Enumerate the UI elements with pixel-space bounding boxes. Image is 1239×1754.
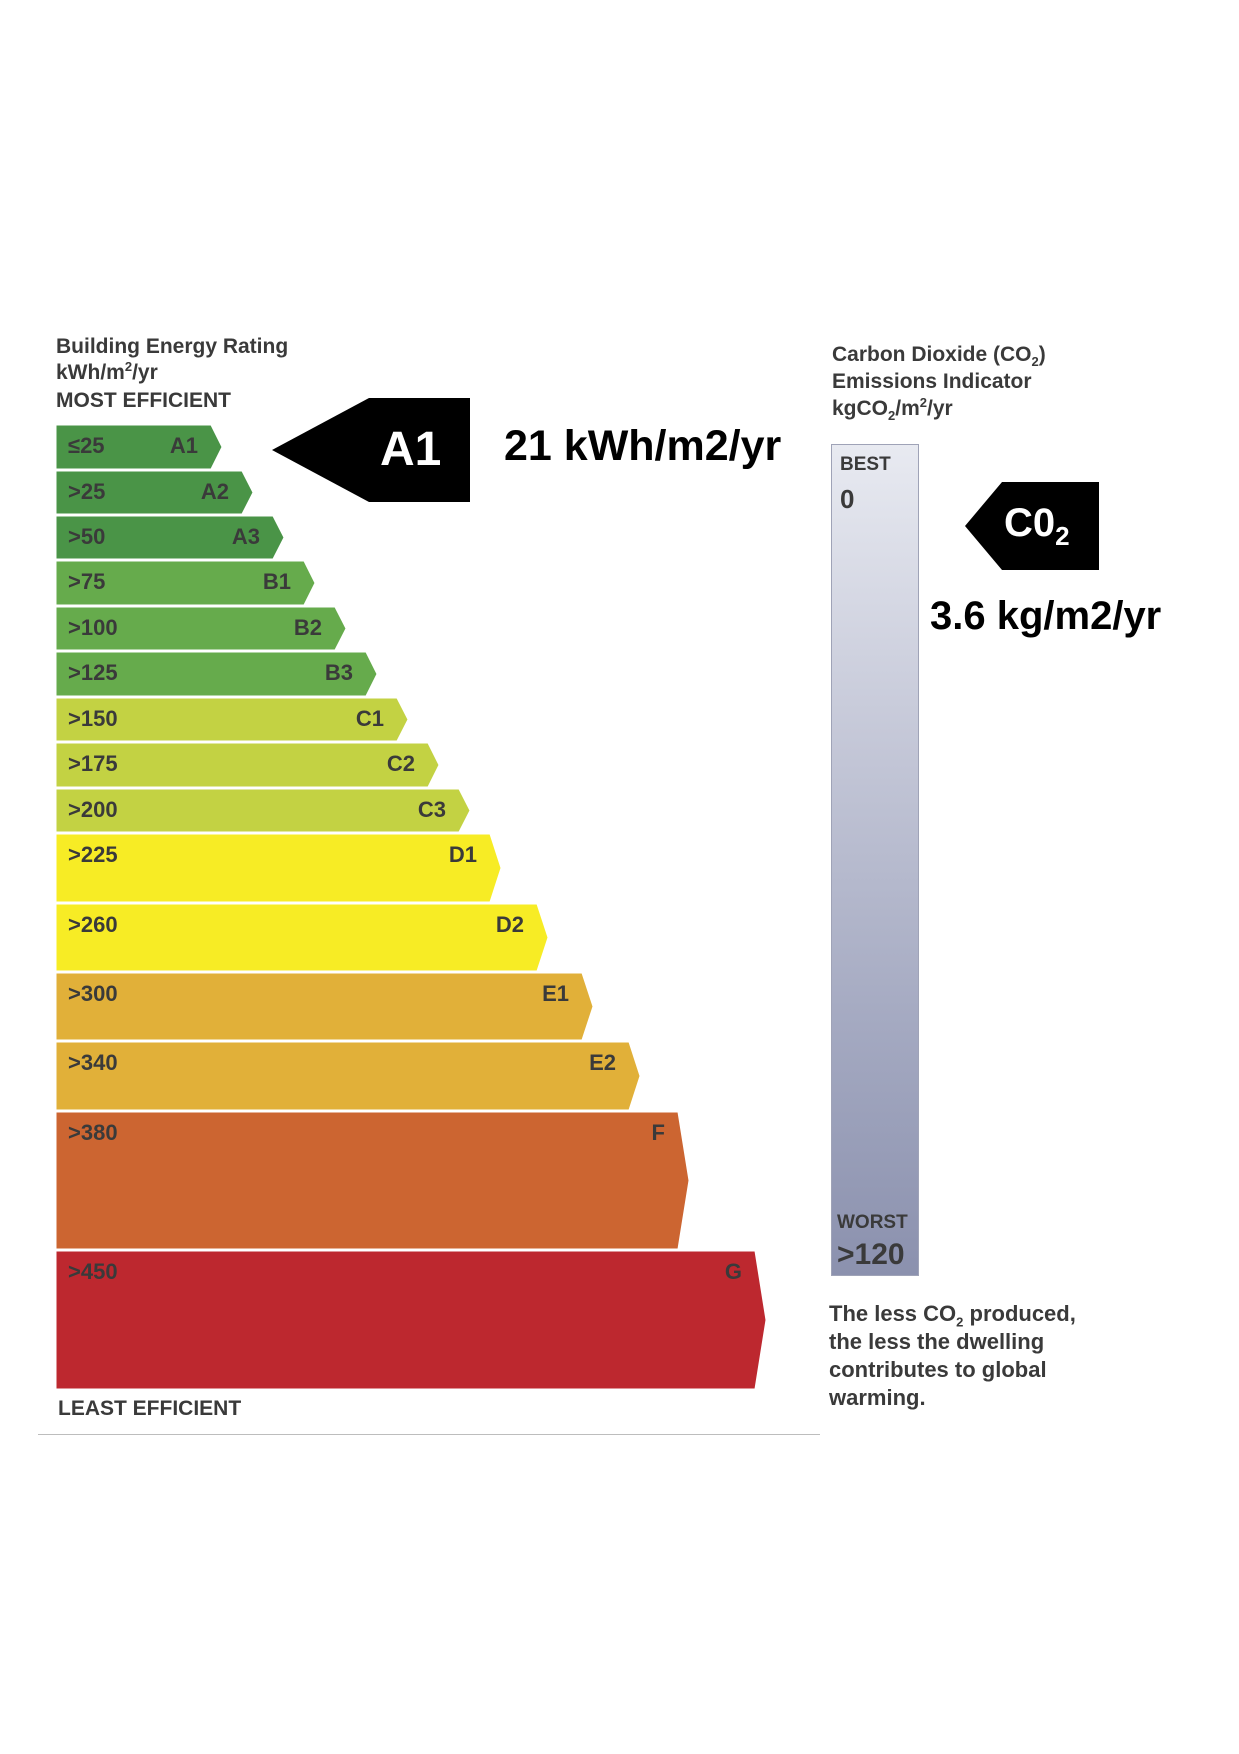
least-efficient-label: LEAST EFFICIENT <box>58 1397 242 1420</box>
band-rating-label: C2 <box>387 751 415 776</box>
band-threshold-label: >340 <box>68 1050 118 1075</box>
band-threshold-label: >380 <box>68 1120 118 1145</box>
rating-band-e2 <box>55 1041 641 1111</box>
rating-band-b2 <box>55 606 347 651</box>
band-rating-label: E1 <box>542 981 569 1006</box>
rating-band-c2 <box>55 742 440 788</box>
co2-note-line: The less CO2 produced, <box>829 1301 1076 1330</box>
band-threshold-label: >50 <box>68 524 105 549</box>
band-rating-label: F <box>652 1120 665 1145</box>
co2-note-line: warming. <box>829 1385 926 1410</box>
band-rating-label: A2 <box>201 479 229 504</box>
band-threshold-label: >450 <box>68 1259 118 1284</box>
co2-title: Carbon Dioxide (CO2) <box>832 343 1046 370</box>
band-rating-label: D2 <box>496 912 524 937</box>
rating-value-text: 21 kWh/m2/yr <box>504 422 782 470</box>
band-threshold-label: >175 <box>68 751 118 776</box>
co2-best-label: BEST <box>840 454 891 475</box>
rating-title: Building Energy Rating <box>56 335 289 358</box>
rating-band-d1 <box>55 833 502 903</box>
rating-band-a2 <box>55 470 254 515</box>
co2-unit: kgCO2/m2/yr <box>832 395 953 424</box>
rating-band-e1 <box>55 972 594 1041</box>
band-threshold-label: >300 <box>68 981 118 1006</box>
rating-band-a1 <box>55 424 223 470</box>
band-threshold-label: >25 <box>68 479 105 504</box>
co2-value-text: 3.6 kg/m2/yr <box>930 594 1162 638</box>
rating-band-a3 <box>55 515 285 560</box>
rating-band-f <box>55 1111 690 1250</box>
band-rating-label: C1 <box>356 706 384 731</box>
rating-marker-arrow <box>272 398 470 502</box>
band-rating-label: B3 <box>325 660 353 685</box>
band-rating-label: B1 <box>263 569 291 594</box>
band-threshold-label: >100 <box>68 615 118 640</box>
rating-band-d2 <box>55 903 549 972</box>
co2-scale-bar <box>831 444 919 1276</box>
band-rating-label: C3 <box>418 797 446 822</box>
band-rating-label: A3 <box>232 524 260 549</box>
band-threshold-label: >225 <box>68 842 118 867</box>
band-threshold-label: >200 <box>68 797 118 822</box>
co2-note-line: contributes to global <box>829 1357 1047 1382</box>
co2-note: The less CO2 produced, the less the dwel… <box>829 1300 1076 1412</box>
band-threshold-label: ≤25 <box>68 433 105 458</box>
rating-band-c3 <box>55 788 471 833</box>
band-threshold-label: >125 <box>68 660 118 685</box>
co2-marker-arrow <box>965 482 1099 570</box>
co2-best-value: 0 <box>840 484 855 514</box>
rating-unit: kWh/m2/yr <box>56 359 158 384</box>
co2-subtitle: Emissions Indicator <box>832 370 1032 393</box>
rating-band-g <box>55 1250 767 1390</box>
co2-note-line: the less the dwelling <box>829 1329 1045 1354</box>
band-rating-label: E2 <box>589 1050 616 1075</box>
co2-marker-label: C02 <box>1004 501 1070 551</box>
band-rating-label: B2 <box>294 615 322 640</box>
band-rating-label: A1 <box>170 433 198 458</box>
most-efficient-label: MOST EFFICIENT <box>56 389 231 412</box>
rating-band-b3 <box>55 651 378 697</box>
band-threshold-label: >150 <box>68 706 118 731</box>
band-rating-label: D1 <box>449 842 477 867</box>
co2-worst-value: >120 <box>837 1238 905 1271</box>
band-rating-label: G <box>725 1259 742 1284</box>
band-threshold-label: >260 <box>68 912 118 937</box>
rating-band-c1 <box>55 697 409 742</box>
bottom-divider <box>38 1434 820 1435</box>
rating-marker-label: A1 <box>380 423 442 476</box>
rating-band-b1 <box>55 560 316 606</box>
band-threshold-label: >75 <box>68 569 105 594</box>
co2-worst-label: WORST <box>837 1212 908 1233</box>
